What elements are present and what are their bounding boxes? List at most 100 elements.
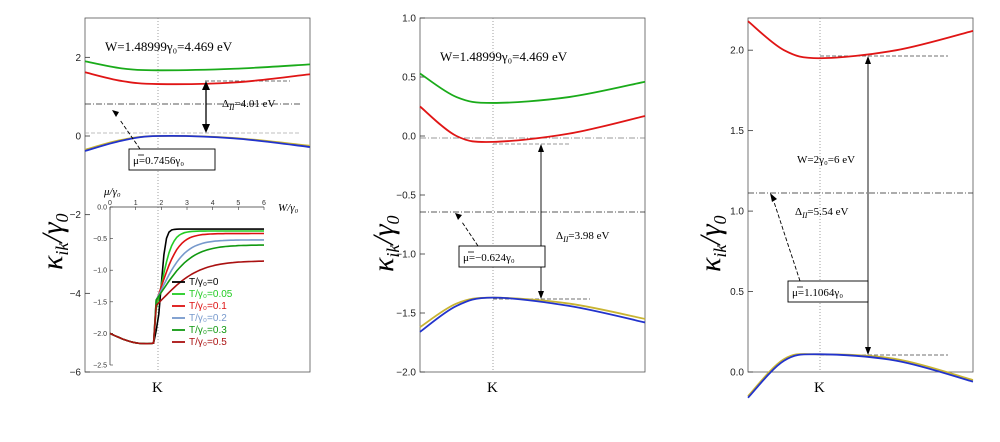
panel-2-xtick-k: K: [487, 380, 498, 396]
inset-ticks: 0 1 2 3 4 5 6 0.0 −0.5 −1.0 −1.5 −2.0 −2.5: [93, 200, 266, 370]
panel-2-mu-label: μ=−0.624γ₀: [463, 252, 515, 264]
panel-3-title: W=2γ₀=6 eV: [797, 154, 855, 166]
ytick-label: −4: [70, 289, 82, 300]
inset-xtick-label: 4: [211, 200, 215, 207]
panel-3-frame: [747, 17, 974, 373]
panel-1-curves: [84, 60, 311, 152]
panel-3: κik/γ0 0.0 0.5 1.0 1.5 2.0 K W=2γ₀=6 eV ΔII=…: [694, 17, 974, 399]
panel-3-gap-arrowhead-down: [865, 347, 871, 355]
panel-1-xtick-k: K: [152, 380, 163, 396]
inset-legend: T/γ₀=0T/γ₀=0.05T/γ₀=0.1T/γ₀=0.2T/γ₀=0.3T…: [172, 277, 233, 348]
legend-label: T/γ₀=0.05: [189, 289, 233, 300]
band-curve: [419, 296, 646, 333]
panel-3-yticks: 0.0 0.5 1.0 1.5 2.0: [730, 46, 753, 379]
band-curve: [84, 135, 311, 152]
inset-ytick-label: 0.0: [97, 205, 107, 212]
panel-1-mu-pointer-head: [112, 110, 119, 117]
panel-3-gap-label: ΔII=5.54 eV: [795, 206, 848, 220]
ytick-label: 0.5: [402, 73, 416, 84]
inset-curve: [109, 260, 265, 345]
panel-1-gap-label: ΔII=4.01 eV: [222, 98, 275, 112]
inset-curve: [109, 232, 264, 345]
panel-2: κik/γ0 −2.0 −1.5 −1.0 −0.5 0.0 0.5 1.0 K W=1.4…: [367, 14, 646, 396]
inset-ytick-label: −1.0: [93, 268, 107, 275]
inset-ytick-label: −0.5: [93, 236, 107, 243]
panel-3-mu-box: [787, 280, 869, 303]
ytick-label: 1.0: [730, 207, 744, 218]
ytick-label: 2.0: [730, 46, 744, 57]
panel-2-gap-arrowhead-down: [538, 291, 544, 299]
panel-1-frame: [84, 17, 311, 373]
inset-xtick-label: 2: [159, 200, 163, 207]
ytick-label: −2.0: [396, 368, 416, 379]
panel-1-ylabel: κik/γ0: [36, 213, 72, 270]
ytick-label: −0.5: [396, 191, 416, 202]
band-curve: [419, 105, 646, 143]
legend-label: T/γ₀=0.3: [189, 325, 227, 336]
inset-ylabel: μ/γ₀: [103, 186, 121, 198]
panel-2-curves: [419, 72, 646, 333]
panel-1-gap-arrowhead-down: [202, 124, 210, 133]
ytick-label: 0.5: [730, 287, 744, 298]
panel-2-gap-label: ΔII=3.98 eV: [556, 230, 609, 244]
inset-ytick-label: −2.0: [93, 331, 107, 338]
ytick-label: 0: [75, 132, 81, 143]
band-curve: [84, 71, 311, 86]
inset-curve: [109, 230, 264, 345]
inset-xtick-label: 1: [134, 200, 138, 207]
inset-ytick-label: −2.5: [93, 363, 107, 370]
inset-xtick-label: 5: [236, 200, 240, 207]
panel-1-yticks: −6 −4 −2 0 2: [70, 53, 90, 379]
ytick-label: 1.5: [730, 126, 744, 137]
panel-1-gap-arrowhead-up: [202, 81, 210, 90]
inset-ytick-label: −1.5: [93, 299, 107, 306]
inset-xtick-label: 3: [185, 200, 189, 207]
legend-label: T/γ₀=0.5: [189, 337, 227, 348]
ytick-label: 2: [75, 53, 81, 64]
band-curve: [419, 72, 646, 104]
inset-xtick-label: 6: [262, 200, 266, 207]
ytick-label: −2: [70, 210, 82, 221]
ytick-label: 0.0: [730, 368, 744, 379]
ytick-label: 1.0: [402, 14, 416, 25]
panel-3-curves: [747, 20, 974, 399]
band-curve: [747, 20, 974, 60]
panel-2-mu-box: [458, 245, 546, 268]
panel-2-mu-pointer-head: [455, 213, 462, 220]
panel-3-mu-pointer-head: [770, 193, 777, 202]
ytick-label: 0.0: [402, 132, 416, 143]
ytick-label: −6: [70, 368, 82, 379]
band-curve: [84, 60, 311, 72]
band-curve: [419, 296, 646, 328]
panel-2-gap-arrowhead-up: [538, 144, 544, 152]
panel-3-xtick-k: K: [814, 380, 825, 396]
panel-1: κik/γ0 −6 −4 −2 0 2 K W=1.48999γ₀=4.469 eV Δ…: [36, 17, 311, 396]
panel-3-mu-pointer: [773, 201, 801, 282]
panel-1-title: W=1.48999γ₀=4.469 eV: [105, 39, 233, 54]
panel-3-mu-label: μ=1.1064γ₀: [792, 287, 843, 299]
panel-2-ylabel: κik/γ0: [367, 215, 403, 272]
panel-2-mu-pointer: [461, 221, 479, 247]
inset-curve: [109, 244, 264, 345]
legend-label: T/γ₀=0.2: [189, 313, 227, 324]
inset-xtick-label: 0: [108, 200, 112, 207]
panel-2-yticks: −2.0 −1.5 −1.0 −0.5 0.0 0.5 1.0: [396, 14, 425, 379]
band-curve: [747, 353, 974, 399]
inset-curves: [109, 228, 265, 345]
panel-3-gap-arrowhead-up: [865, 56, 871, 64]
ytick-label: −1.5: [396, 309, 416, 320]
inset-xlabel: W/γ₀: [278, 202, 299, 214]
ytick-label: −1.0: [396, 250, 416, 261]
inset-curve: [109, 239, 264, 345]
panel-3-ylabel: κik/γ0: [694, 215, 730, 272]
panel-2-title: W=1.48999γ₀=4.469 eV: [440, 49, 568, 64]
legend-label: T/γ₀=0.1: [189, 301, 227, 312]
panel-1-mu-box: [128, 148, 216, 171]
panel-1-inset: μ/γ₀ W/γ₀ 0 1 2 3 4 5 6 0.0 −0.5 −1.0 −1.5 −2.0 −2.5…: [93, 186, 298, 370]
panel-1-mu-label: μ=0.7456γ₀: [133, 155, 184, 167]
band-curve: [747, 353, 974, 397]
panel-1-mu-pointer: [119, 119, 141, 150]
panel-2-frame: [419, 17, 646, 373]
legend-label: T/γ₀=0: [189, 277, 219, 288]
